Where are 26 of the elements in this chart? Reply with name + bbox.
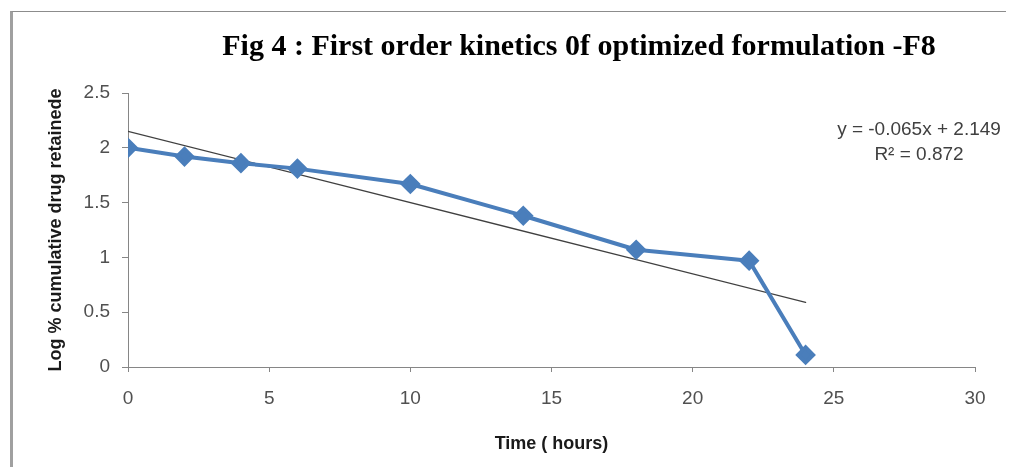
- point: [513, 206, 533, 226]
- x-tick-label: 10: [399, 386, 421, 408]
- point: [231, 153, 251, 173]
- x-tick-label: 15: [540, 386, 563, 408]
- y-tick-label: 2: [99, 136, 110, 158]
- y-axis-title: Log % cumulative drug retainede: [44, 88, 65, 372]
- annotation: y = -0.065x + 2.149: [837, 118, 1001, 140]
- chart-title: Fig 4 : First order kinetics 0f optimized formulation -F8: [222, 27, 936, 63]
- y-tick-label: 1: [99, 245, 110, 267]
- annotation: R² = 0.872: [874, 143, 964, 165]
- point: [796, 345, 816, 365]
- y-tick-label: 0: [99, 355, 110, 377]
- x-tick-label: 20: [682, 386, 704, 408]
- y-tick-label: 0.5: [83, 300, 110, 322]
- point: [174, 147, 194, 167]
- y-tick-label: 1.5: [83, 190, 110, 212]
- x-tick-label: 30: [964, 386, 986, 408]
- point: [739, 251, 759, 271]
- x-tick-label: 5: [263, 386, 275, 408]
- point: [400, 174, 420, 194]
- point: [626, 240, 646, 260]
- x-axis-title: Time ( hours): [494, 433, 609, 454]
- point: [287, 159, 307, 179]
- x-tick-label: 25: [823, 386, 845, 408]
- x-tick-label: 0: [122, 386, 134, 408]
- y-tick-label: 2.5: [83, 81, 110, 103]
